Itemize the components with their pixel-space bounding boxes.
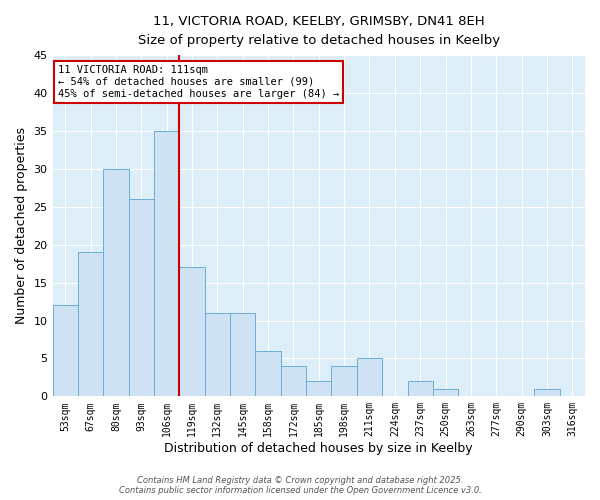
Bar	[128, 199, 154, 396]
Bar	[433, 389, 458, 396]
Bar	[407, 381, 433, 396]
X-axis label: Distribution of detached houses by size in Keelby: Distribution of detached houses by size …	[164, 442, 473, 455]
Bar	[306, 381, 331, 396]
Text: Contains HM Land Registry data © Crown copyright and database right 2025.
Contai: Contains HM Land Registry data © Crown c…	[119, 476, 481, 495]
Bar	[230, 313, 256, 396]
Title: 11, VICTORIA ROAD, KEELBY, GRIMSBY, DN41 8EH
Size of property relative to detach: 11, VICTORIA ROAD, KEELBY, GRIMSBY, DN41…	[138, 15, 500, 47]
Bar	[179, 268, 205, 396]
Bar	[205, 313, 230, 396]
Bar	[534, 389, 560, 396]
Y-axis label: Number of detached properties: Number of detached properties	[15, 127, 28, 324]
Bar	[331, 366, 357, 396]
Bar	[154, 131, 179, 396]
Bar	[78, 252, 103, 396]
Bar	[281, 366, 306, 396]
Bar	[357, 358, 382, 397]
Bar	[103, 169, 128, 396]
Bar	[53, 306, 78, 396]
Bar	[256, 351, 281, 397]
Text: 11 VICTORIA ROAD: 111sqm
← 54% of detached houses are smaller (99)
45% of semi-d: 11 VICTORIA ROAD: 111sqm ← 54% of detach…	[58, 66, 339, 98]
